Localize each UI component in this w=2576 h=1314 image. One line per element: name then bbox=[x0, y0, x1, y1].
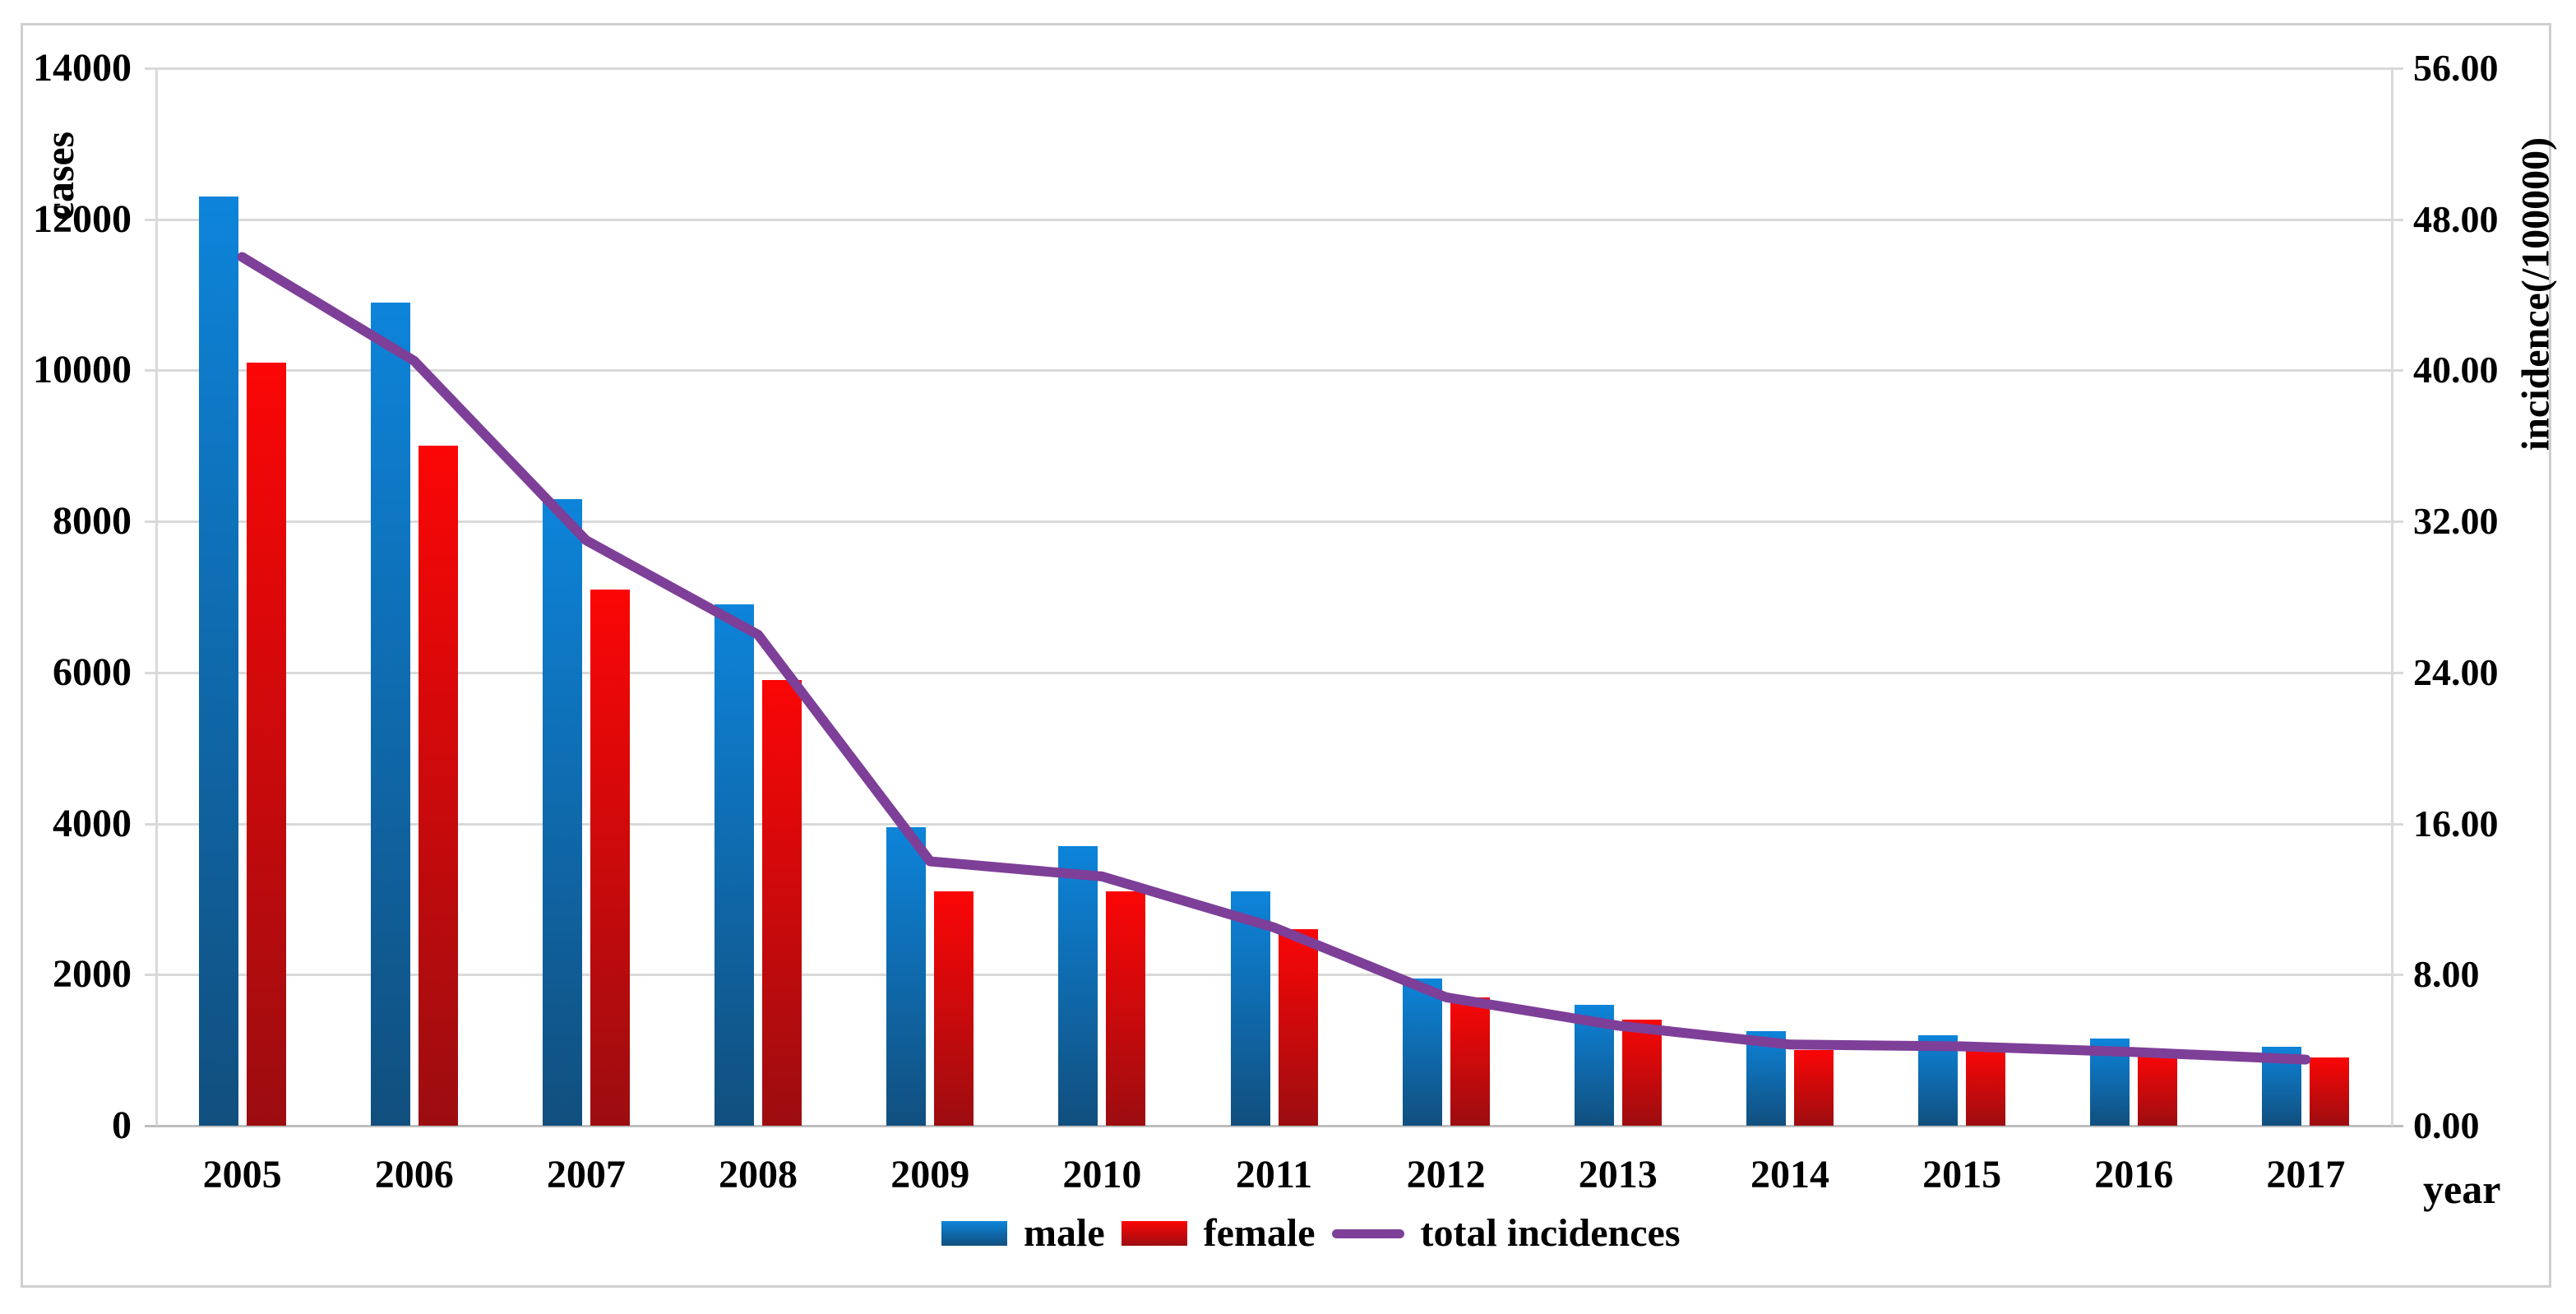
male-legend-label: male bbox=[1024, 1211, 1105, 1255]
female-bar bbox=[2138, 1053, 2178, 1126]
female-bar bbox=[418, 446, 458, 1126]
left-axis-tick: 8000 bbox=[53, 499, 132, 544]
left-axis-tick: 6000 bbox=[53, 650, 132, 694]
x-axis-tick: 2005 bbox=[202, 1153, 282, 1196]
gridline bbox=[145, 974, 2403, 977]
gridline bbox=[145, 521, 2403, 524]
left-axis-tick: 14000 bbox=[33, 46, 132, 90]
x-axis-tick: 2008 bbox=[719, 1153, 798, 1196]
left-axis-tick: 10000 bbox=[33, 348, 132, 392]
gridline bbox=[145, 369, 2403, 372]
x-axis-tick: 2015 bbox=[1922, 1153, 2002, 1196]
x-axis-tick: 2014 bbox=[1750, 1153, 1829, 1196]
female-bar bbox=[1793, 1050, 1834, 1126]
total-incidences-legend-label: total incidences bbox=[1420, 1211, 1681, 1255]
right-axis-tick: 32.00 bbox=[2413, 500, 2499, 543]
x-axis-tick: 2006 bbox=[374, 1153, 454, 1196]
total-incidences-line bbox=[237, 252, 2311, 1065]
male-bar bbox=[886, 827, 927, 1126]
male-legend-swatch bbox=[941, 1221, 1007, 1246]
x-axis-tick: 2010 bbox=[1062, 1153, 1142, 1196]
female-bar bbox=[1450, 997, 1490, 1126]
male-bar bbox=[1058, 846, 1098, 1126]
x-axis-tick: 2011 bbox=[1235, 1153, 1313, 1196]
male-bar bbox=[715, 604, 755, 1126]
female-legend-swatch bbox=[1121, 1221, 1187, 1246]
right-axis-tick: 8.00 bbox=[2413, 953, 2480, 996]
male-bar bbox=[370, 302, 410, 1126]
total-incidences-legend-swatch bbox=[1331, 1228, 1404, 1238]
x-axis-tick: 2007 bbox=[546, 1153, 626, 1196]
female-bar bbox=[1621, 1020, 1662, 1126]
male-bar bbox=[542, 498, 582, 1126]
male-bar bbox=[1230, 891, 1270, 1126]
right-axis-tick: 0.00 bbox=[2413, 1104, 2480, 1146]
female-legend-label: female bbox=[1203, 1211, 1316, 1255]
x-axis-line bbox=[145, 1125, 2403, 1127]
female-bar bbox=[1106, 891, 1146, 1126]
gridline bbox=[145, 218, 2403, 221]
x-axis-tick: 2009 bbox=[890, 1153, 970, 1196]
x-axis-tick: 2017 bbox=[2266, 1153, 2346, 1196]
left-axis-tick: 12000 bbox=[33, 197, 132, 241]
right-axis-tick: 40.00 bbox=[2413, 349, 2499, 391]
left-axis-tick: 4000 bbox=[53, 801, 132, 845]
legend: male female total incidences bbox=[941, 1214, 1681, 1253]
left-axis-tick: 2000 bbox=[53, 952, 132, 997]
female-bar bbox=[1966, 1050, 2006, 1126]
gridline bbox=[145, 67, 2403, 70]
male-bar bbox=[1402, 978, 1442, 1126]
gridline bbox=[145, 822, 2403, 826]
right-axis-tick: 48.00 bbox=[2413, 197, 2499, 240]
x-axis-tick: 2012 bbox=[1406, 1153, 1486, 1196]
right-axis-tick: 56.00 bbox=[2413, 47, 2499, 89]
right-axis-tick: 16.00 bbox=[2413, 802, 2499, 844]
right-axis-border bbox=[2391, 68, 2393, 1126]
female-bar bbox=[246, 363, 286, 1126]
gridline bbox=[145, 671, 2403, 674]
right-axis-tick: 24.00 bbox=[2413, 650, 2499, 693]
x-axis-title: year bbox=[2423, 1166, 2501, 1212]
female-bar bbox=[762, 680, 802, 1126]
female-bar bbox=[590, 589, 630, 1126]
male-bar bbox=[198, 197, 238, 1126]
x-axis-tick: 2013 bbox=[1578, 1153, 1658, 1196]
x-axis-tick: 2016 bbox=[2094, 1153, 2174, 1196]
female-bar bbox=[2310, 1057, 2350, 1126]
left-axis-tick: 0 bbox=[112, 1103, 132, 1147]
left-axis-border bbox=[155, 68, 158, 1126]
female-bar bbox=[934, 891, 974, 1126]
female-bar bbox=[1278, 929, 1318, 1126]
